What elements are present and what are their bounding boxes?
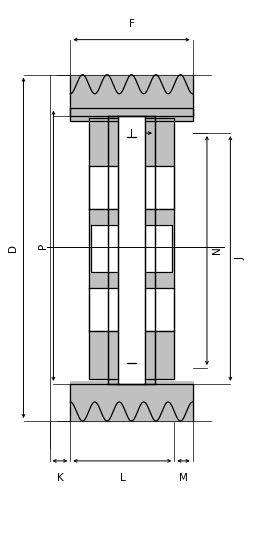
Text: J: J — [235, 257, 245, 260]
Polygon shape — [89, 118, 174, 166]
Text: F: F — [129, 19, 134, 29]
Text: M: M — [179, 473, 188, 483]
Text: K: K — [57, 473, 63, 483]
Polygon shape — [89, 331, 174, 379]
Polygon shape — [118, 115, 145, 384]
Polygon shape — [70, 75, 193, 115]
Polygon shape — [70, 108, 193, 121]
Text: D: D — [8, 244, 18, 252]
Text: L: L — [119, 473, 125, 483]
Polygon shape — [108, 115, 155, 384]
Polygon shape — [89, 166, 174, 209]
Polygon shape — [91, 224, 172, 272]
Polygon shape — [89, 288, 174, 331]
Text: E: E — [140, 143, 146, 153]
Polygon shape — [89, 209, 174, 288]
Text: P: P — [38, 242, 48, 249]
Text: N: N — [212, 247, 222, 254]
Polygon shape — [70, 384, 193, 421]
